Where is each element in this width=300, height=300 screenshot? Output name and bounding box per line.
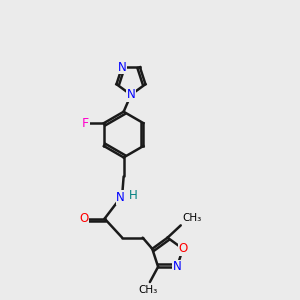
Text: N: N (173, 260, 182, 273)
Text: N: N (118, 61, 126, 74)
Text: F: F (82, 117, 89, 130)
Text: N: N (116, 191, 125, 204)
Text: CH₃: CH₃ (139, 285, 158, 295)
Text: H: H (129, 189, 137, 202)
Text: N: N (127, 88, 135, 101)
Text: O: O (79, 212, 88, 225)
Text: CH₃: CH₃ (183, 213, 202, 223)
Text: O: O (178, 242, 188, 255)
